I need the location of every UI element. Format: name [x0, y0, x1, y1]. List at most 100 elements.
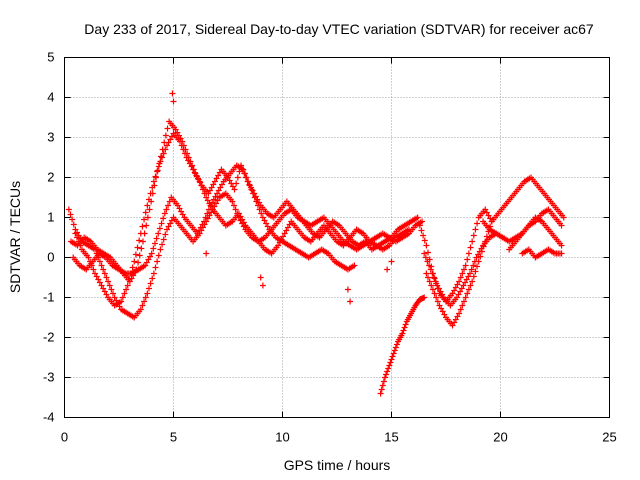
data-point — [147, 280, 154, 287]
data-point — [75, 238, 82, 245]
data-point — [72, 230, 79, 237]
data-point — [149, 275, 156, 282]
data-point — [201, 190, 208, 197]
data-point — [399, 330, 406, 337]
data-point — [478, 248, 485, 255]
data-point — [464, 256, 471, 263]
data-point — [135, 259, 142, 266]
data-point — [154, 168, 161, 175]
data-point — [474, 263, 481, 270]
data-point — [431, 290, 438, 297]
data-point — [157, 158, 164, 165]
data-point — [421, 294, 428, 301]
data-point — [377, 390, 384, 397]
data-point — [420, 232, 427, 239]
data-point — [466, 270, 473, 277]
data-point — [105, 278, 112, 285]
data-point — [433, 294, 440, 301]
data-point — [384, 266, 391, 273]
data-point — [150, 245, 157, 252]
data-point — [162, 231, 169, 238]
data-point — [132, 251, 139, 258]
data-point — [77, 242, 84, 249]
data-point — [162, 132, 169, 139]
data-point — [155, 252, 162, 259]
data-point — [474, 220, 481, 227]
data-point — [418, 227, 425, 234]
data-point — [422, 254, 429, 261]
data-point — [457, 274, 464, 281]
data-point — [258, 210, 265, 217]
data-point — [253, 198, 260, 205]
data-point — [165, 202, 172, 209]
data-point — [160, 236, 167, 243]
chart-title: Day 233 of 2017, Sidereal Day-to-day VTE… — [84, 21, 594, 37]
data-point — [145, 285, 152, 292]
data-point — [388, 258, 395, 265]
data-point — [87, 258, 94, 265]
data-points — [65, 90, 567, 397]
data-point — [257, 274, 264, 281]
data-point — [118, 298, 125, 305]
data-point — [428, 282, 435, 289]
data-point — [462, 262, 469, 269]
data-point — [230, 202, 237, 209]
data-point — [88, 262, 95, 269]
data-point — [231, 186, 238, 193]
data-point — [153, 235, 160, 242]
data-point — [196, 178, 203, 185]
y-tick-label: -4 — [43, 410, 55, 425]
data-point — [85, 254, 92, 261]
data-point — [164, 125, 171, 132]
data-point — [426, 278, 433, 285]
data-point — [142, 209, 149, 216]
data-point — [400, 327, 407, 334]
data-point — [472, 268, 479, 275]
data-point — [429, 270, 436, 277]
data-point — [379, 382, 386, 389]
data-point — [161, 210, 168, 217]
data-point — [460, 298, 467, 305]
data-point — [158, 220, 165, 227]
data-point — [152, 264, 159, 271]
data-point — [157, 246, 164, 253]
data-point — [154, 258, 161, 265]
data-point — [159, 154, 166, 161]
data-point — [129, 264, 136, 271]
x-tick-label: 25 — [602, 430, 616, 445]
data-point — [245, 178, 252, 185]
y-tick-label: 5 — [47, 50, 54, 65]
data-point — [456, 310, 463, 317]
data-point — [159, 241, 166, 248]
data-point — [378, 386, 385, 393]
data-point — [475, 258, 482, 265]
data-point — [392, 344, 399, 351]
data-point — [344, 286, 351, 293]
data-point — [100, 266, 107, 273]
data-point — [143, 222, 150, 229]
data-point — [424, 258, 431, 265]
data-point — [234, 174, 241, 181]
data-point — [421, 250, 428, 257]
y-tick-label: 4 — [47, 90, 54, 105]
data-point — [144, 202, 151, 209]
data-point — [101, 270, 108, 277]
data-point — [110, 290, 117, 297]
data-point — [204, 210, 211, 217]
data-point — [469, 278, 476, 285]
y-axis-label: SDTVAR / TECUs — [7, 181, 23, 293]
data-point — [480, 243, 487, 250]
y-tick-label: -3 — [43, 370, 55, 385]
data-point — [103, 274, 110, 281]
axis-ticks: 0 5 10 15 20 25 -4 -3 -2 -1 0 1 2 3 4 5 — [43, 50, 617, 445]
data-point — [470, 262, 477, 269]
data-point — [457, 306, 464, 313]
data-point — [146, 206, 153, 213]
data-point — [465, 286, 472, 293]
data-point — [482, 238, 489, 245]
data-point — [142, 294, 149, 301]
data-point — [121, 290, 128, 297]
data-point — [250, 190, 257, 197]
data-point — [151, 240, 158, 247]
